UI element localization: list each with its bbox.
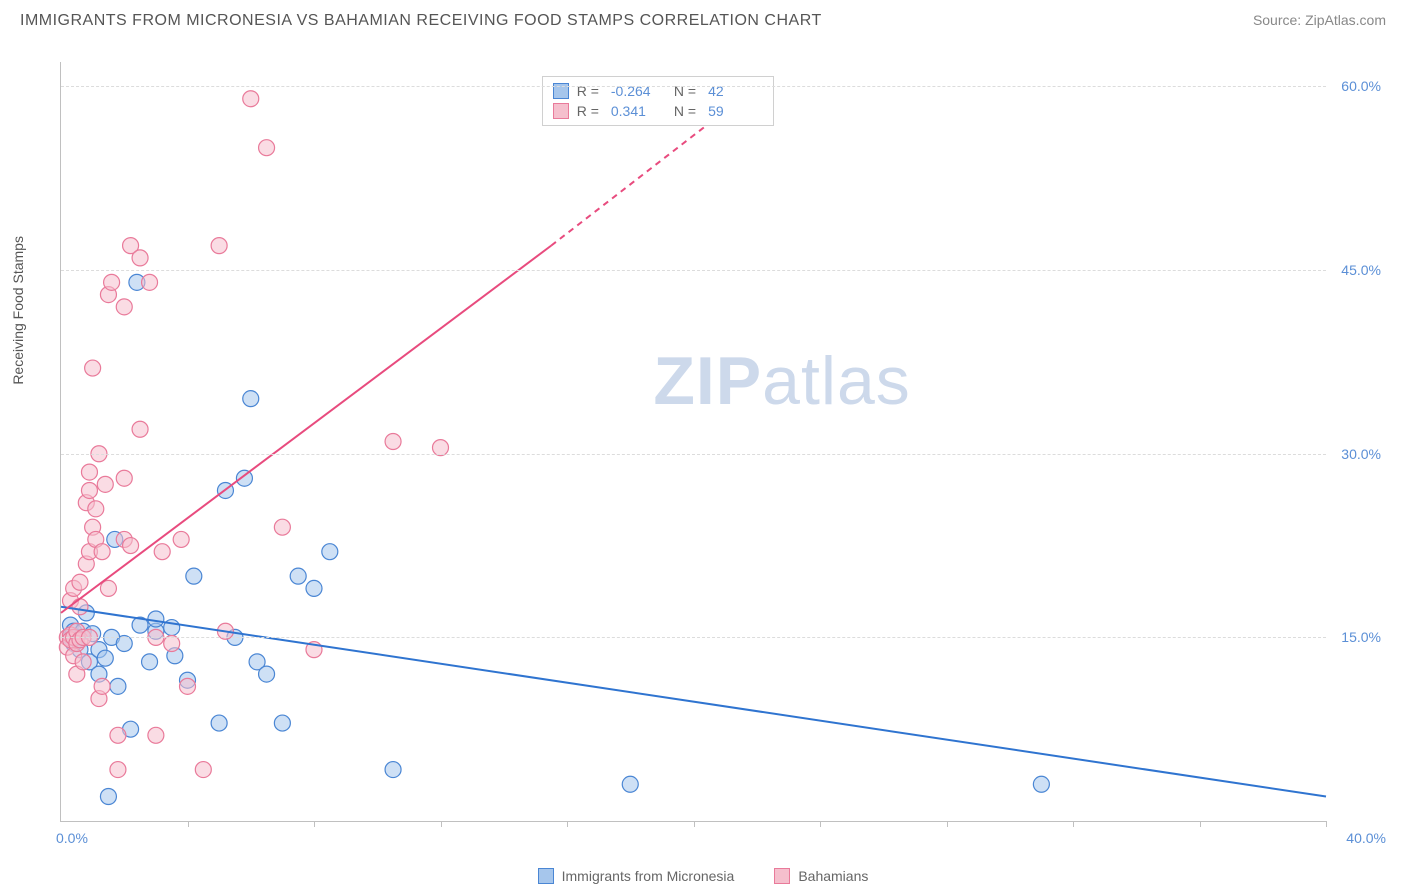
x-tick <box>188 821 189 827</box>
scatter-point-bahamians <box>142 274 158 290</box>
scatter-point-micronesia <box>290 568 306 584</box>
x-axis-max-label: 40.0% <box>1346 830 1386 846</box>
x-tick <box>314 821 315 827</box>
scatter-point-bahamians <box>94 544 110 560</box>
chart-container: Receiving Food Stamps ZIPatlas R =-0.264… <box>30 50 1386 852</box>
swatch-icon <box>553 83 569 99</box>
x-tick <box>947 821 948 827</box>
scatter-point-bahamians <box>94 678 110 694</box>
y-tick-label: 45.0% <box>1341 262 1381 278</box>
scatter-point-bahamians <box>88 501 104 517</box>
corr-row-micronesia: R =-0.264N =42 <box>553 81 763 101</box>
x-tick <box>1073 821 1074 827</box>
scatter-point-bahamians <box>72 599 88 615</box>
scatter-point-bahamians <box>72 574 88 590</box>
swatch-icon <box>538 868 554 884</box>
scatter-point-bahamians <box>132 421 148 437</box>
scatter-point-bahamians <box>85 360 101 376</box>
scatter-point-micronesia <box>97 650 113 666</box>
scatter-point-micronesia <box>148 611 164 627</box>
legend-item-micronesia: Immigrants from Micronesia <box>538 868 735 884</box>
corr-row-bahamians: R =0.341N =59 <box>553 101 763 121</box>
scatter-point-bahamians <box>123 538 139 554</box>
scatter-point-micronesia <box>622 776 638 792</box>
scatter-point-micronesia <box>236 470 252 486</box>
scatter-point-micronesia <box>243 391 259 407</box>
scatter-point-micronesia <box>211 715 227 731</box>
gridline-h <box>61 637 1326 638</box>
x-tick <box>694 821 695 827</box>
plot-area: ZIPatlas R =-0.264N =42R =0.341N =59 0.0… <box>60 62 1326 822</box>
scatter-point-micronesia <box>259 666 275 682</box>
scatter-point-micronesia <box>100 789 116 805</box>
correlation-legend: R =-0.264N =42R =0.341N =59 <box>542 76 774 126</box>
x-tick <box>1200 821 1201 827</box>
scatter-point-bahamians <box>211 238 227 254</box>
scatter-point-bahamians <box>81 482 97 498</box>
gridline-h <box>61 454 1326 455</box>
x-tick <box>441 821 442 827</box>
scatter-point-micronesia <box>385 762 401 778</box>
chart-title: IMMIGRANTS FROM MICRONESIA VS BAHAMIAN R… <box>20 12 822 30</box>
trendline-micronesia <box>61 607 1326 797</box>
scatter-point-bahamians <box>110 727 126 743</box>
scatter-point-bahamians <box>243 91 259 107</box>
scatter-point-micronesia <box>142 654 158 670</box>
scatter-point-bahamians <box>195 762 211 778</box>
y-axis-label: Receiving Food Stamps <box>10 236 26 385</box>
scatter-point-bahamians <box>75 654 91 670</box>
x-tick <box>820 821 821 827</box>
scatter-point-bahamians <box>116 470 132 486</box>
y-tick-label: 60.0% <box>1341 78 1381 94</box>
scatter-point-micronesia <box>322 544 338 560</box>
legend-item-bahamians: Bahamians <box>774 868 868 884</box>
swatch-icon <box>553 103 569 119</box>
x-axis-min-label: 0.0% <box>56 830 88 846</box>
scatter-point-bahamians <box>173 531 189 547</box>
source-attribution: Source: ZipAtlas.com <box>1253 12 1386 28</box>
scatter-point-micronesia <box>306 580 322 596</box>
x-tick <box>1326 821 1327 827</box>
scatter-point-bahamians <box>180 678 196 694</box>
scatter-point-micronesia <box>274 715 290 731</box>
scatter-point-bahamians <box>110 762 126 778</box>
gridline-h <box>61 86 1326 87</box>
gridline-h <box>61 270 1326 271</box>
y-tick-label: 15.0% <box>1341 629 1381 645</box>
source-link[interactable]: ZipAtlas.com <box>1305 12 1386 28</box>
scatter-point-bahamians <box>81 464 97 480</box>
chart-svg <box>61 62 1326 821</box>
scatter-point-bahamians <box>116 299 132 315</box>
scatter-point-micronesia <box>1033 776 1049 792</box>
swatch-icon <box>774 868 790 884</box>
scatter-point-micronesia <box>186 568 202 584</box>
scatter-point-bahamians <box>148 727 164 743</box>
scatter-point-bahamians <box>385 434 401 450</box>
scatter-point-micronesia <box>110 678 126 694</box>
scatter-point-bahamians <box>104 274 120 290</box>
y-tick-label: 30.0% <box>1341 446 1381 462</box>
scatter-point-bahamians <box>259 140 275 156</box>
scatter-point-bahamians <box>154 544 170 560</box>
scatter-point-bahamians <box>274 519 290 535</box>
scatter-point-bahamians <box>132 250 148 266</box>
scatter-point-bahamians <box>97 476 113 492</box>
series-legend: Immigrants from Micronesia Bahamians <box>0 868 1406 884</box>
x-tick <box>567 821 568 827</box>
scatter-point-bahamians <box>100 580 116 596</box>
